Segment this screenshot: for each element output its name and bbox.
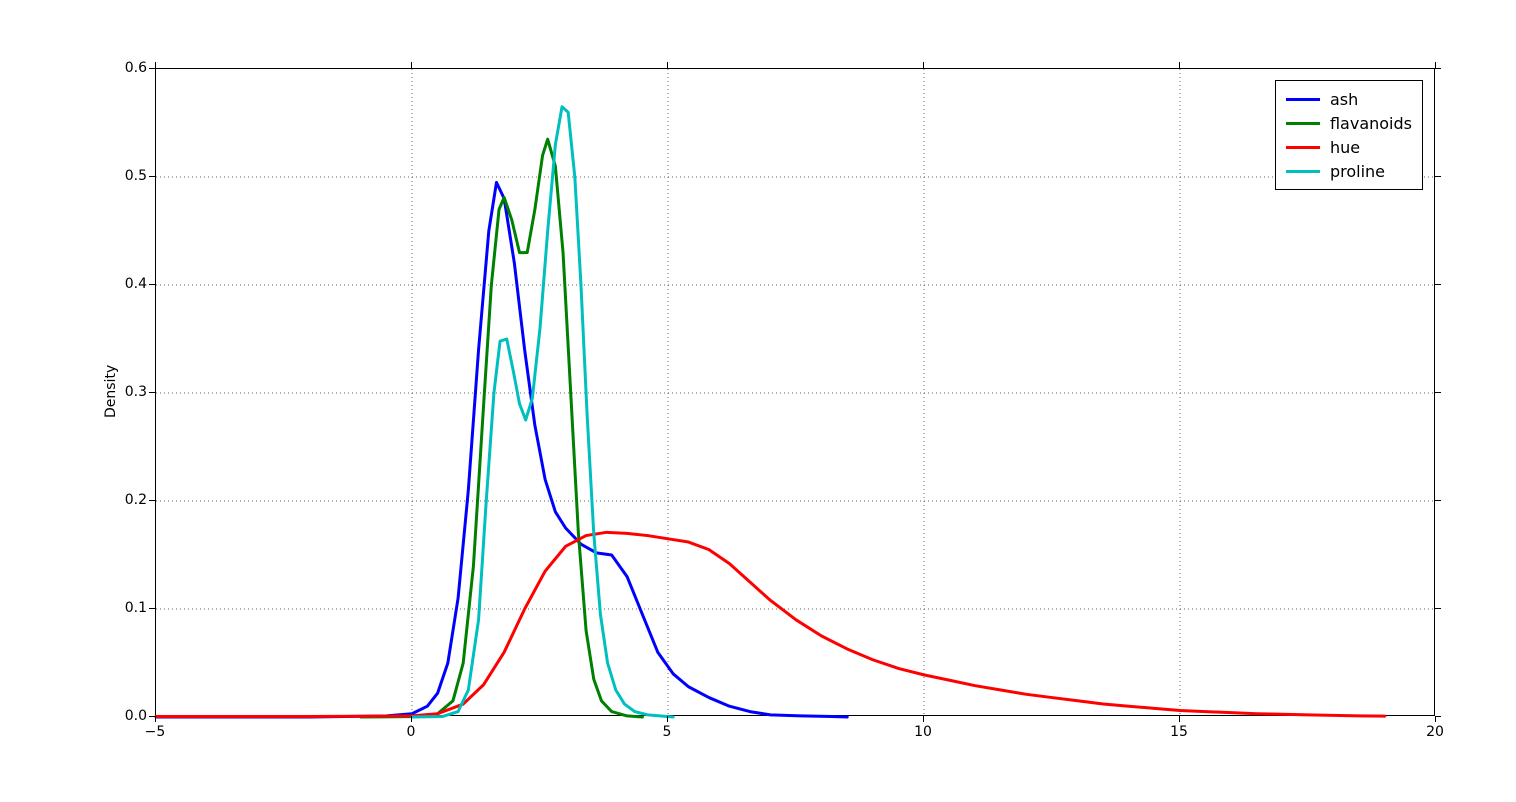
legend-item-flavanoids: flavanoids xyxy=(1286,111,1412,135)
y-tick-label: 0.5 xyxy=(119,168,147,184)
legend-swatch xyxy=(1286,122,1320,125)
x-tick-label: 15 xyxy=(1170,724,1188,740)
series-flavanoids xyxy=(361,139,643,717)
y-tick-mark xyxy=(149,68,155,69)
y-tick-mark xyxy=(149,716,155,717)
legend-item-ash: ash xyxy=(1286,87,1412,111)
x-tick-mark xyxy=(667,716,668,722)
lines-svg xyxy=(156,69,1436,717)
y-axis-label: Density xyxy=(103,365,119,418)
x-tick-mark xyxy=(155,716,156,722)
legend-item-hue: hue xyxy=(1286,135,1412,159)
x-tick-mark-top xyxy=(667,62,668,68)
density-chart-figure: Density ash flavanoids hue proline −5 0 5 10 15… xyxy=(0,0,1516,802)
y-tick-label: 0.2 xyxy=(119,492,147,508)
y-tick-label: 0.0 xyxy=(119,708,147,724)
y-tick-mark-right xyxy=(1435,500,1441,501)
series-proline xyxy=(412,107,673,717)
y-tick-mark-right xyxy=(1435,284,1441,285)
y-tick-mark-right xyxy=(1435,176,1441,177)
x-tick-mark-top xyxy=(923,62,924,68)
y-tick-mark xyxy=(149,284,155,285)
x-tick-label: 20 xyxy=(1426,724,1444,740)
x-tick-mark xyxy=(411,716,412,722)
y-tick-mark xyxy=(149,392,155,393)
legend-label: proline xyxy=(1330,162,1385,181)
legend-swatch xyxy=(1286,146,1320,149)
x-tick-mark-top xyxy=(1179,62,1180,68)
y-tick-mark-right xyxy=(1435,392,1441,393)
legend-label: flavanoids xyxy=(1330,114,1412,133)
y-tick-label: 0.4 xyxy=(119,276,147,292)
y-tick-mark-right xyxy=(1435,68,1441,69)
x-tick-mark-top xyxy=(411,62,412,68)
legend-item-proline: proline xyxy=(1286,159,1412,183)
legend: ash flavanoids hue proline xyxy=(1275,80,1423,190)
series-hue xyxy=(156,532,1385,716)
legend-label: hue xyxy=(1330,138,1360,157)
y-tick-mark-right xyxy=(1435,716,1441,717)
x-tick-label: −5 xyxy=(145,724,166,740)
y-tick-mark xyxy=(149,500,155,501)
x-tick-label: 0 xyxy=(407,724,416,740)
legend-swatch xyxy=(1286,170,1320,173)
x-tick-mark xyxy=(1179,716,1180,722)
y-tick-label: 0.3 xyxy=(119,384,147,400)
x-tick-mark xyxy=(1435,716,1436,722)
y-tick-label: 0.6 xyxy=(119,60,147,76)
y-tick-label: 0.1 xyxy=(119,600,147,616)
y-tick-mark xyxy=(149,176,155,177)
y-tick-mark-right xyxy=(1435,608,1441,609)
plot-area xyxy=(155,68,1435,716)
y-tick-mark xyxy=(149,608,155,609)
series-ash xyxy=(156,182,847,717)
legend-swatch xyxy=(1286,98,1320,101)
x-tick-label: 10 xyxy=(914,724,932,740)
x-tick-mark xyxy=(923,716,924,722)
x-tick-label: 5 xyxy=(663,724,672,740)
legend-label: ash xyxy=(1330,90,1358,109)
